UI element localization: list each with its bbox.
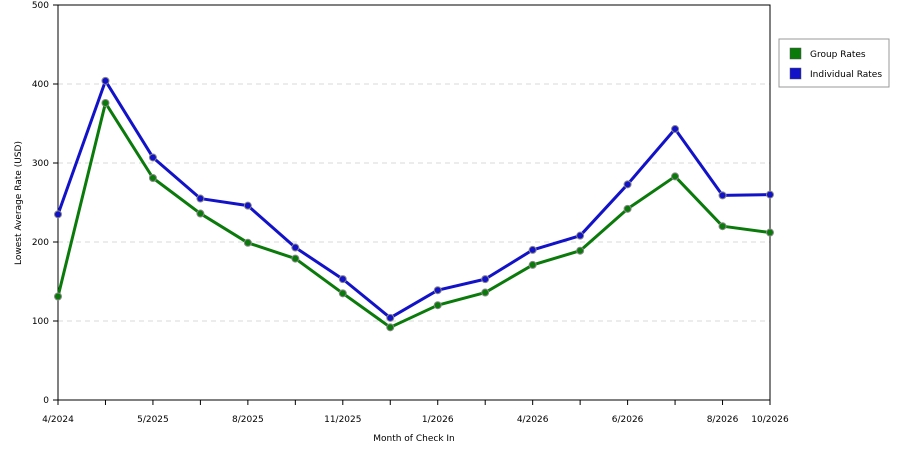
group-rates-point — [54, 292, 62, 301]
group-rates-point — [243, 238, 252, 247]
individual-rates-point — [671, 125, 680, 134]
individual-rates-legend-label: Individual Rates — [810, 70, 882, 80]
x-tick-label: 11/2025 — [324, 415, 361, 425]
group-rates-point — [766, 228, 774, 237]
gridlines — [58, 83, 770, 322]
individual-rates-point — [576, 231, 585, 240]
individual-rates-point — [766, 190, 774, 199]
y-tick-label: 0 — [43, 396, 49, 406]
individual-rates-point — [196, 194, 205, 203]
axes: 0 100 200 300 400 500 4/2024 5/2025 8/2025 11/202… — [32, 1, 789, 425]
x-axis-title: Month of Check In — [373, 434, 455, 444]
y-tick-label: 500 — [32, 1, 49, 11]
y-axis-title: Lowest Average Rate (USD) — [14, 141, 24, 265]
group-rates-line — [56, 101, 771, 329]
individual-rates-point — [433, 286, 442, 295]
individual-rates-point — [54, 210, 62, 219]
individual-rates-point — [481, 275, 490, 284]
individual-rates-point — [101, 76, 110, 85]
group-rates-point — [481, 288, 490, 297]
y-tick-label: 400 — [32, 80, 49, 90]
individual-rates-legend-swatch — [789, 67, 802, 80]
individual-rates-point — [386, 313, 395, 322]
x-tick-label: 5/2025 — [137, 415, 169, 425]
individual-rates-point — [148, 153, 157, 162]
individual-rates-point — [528, 245, 537, 254]
y-tick-label: 300 — [32, 159, 49, 169]
individual-rates-point — [243, 201, 252, 210]
individual-rates-series — [54, 76, 774, 322]
group-rates-legend-swatch — [789, 47, 802, 60]
individual-rates-point — [338, 275, 347, 284]
group-rates-point — [528, 260, 537, 269]
x-tick-label: 6/2026 — [612, 415, 644, 425]
group-rates-point — [433, 301, 442, 310]
group-rates-series — [54, 98, 774, 332]
group-rates-point — [386, 323, 395, 332]
group-rates-point — [148, 174, 157, 183]
series — [54, 76, 774, 332]
group-rates-point — [338, 289, 347, 298]
individual-rates-line — [56, 79, 771, 320]
x-tick-label: 8/2026 — [707, 415, 739, 425]
x-tick-label: 4/2026 — [517, 415, 549, 425]
legend: Group Rates Individual Rates — [778, 38, 890, 88]
x-tick-label: 8/2025 — [232, 415, 264, 425]
group-rates-point — [101, 98, 110, 107]
individual-rates-point — [623, 180, 632, 189]
x-tick-label: 10/2026 — [751, 415, 789, 425]
group-rates-point — [291, 254, 300, 263]
group-rates-point — [623, 204, 632, 213]
group-rates-point — [576, 246, 585, 255]
x-tick-label: 4/2024 — [42, 415, 74, 425]
plot-frame — [57, 4, 771, 401]
x-tick-label: 1/2026 — [422, 415, 454, 425]
group-rates-point — [718, 222, 727, 231]
group-rates-point — [671, 172, 680, 181]
group-rates-legend-label: Group Rates — [810, 50, 866, 60]
y-tick-label: 100 — [32, 317, 49, 327]
individual-rates-point — [718, 191, 727, 200]
y-tick-label: 200 — [32, 238, 49, 248]
individual-rates-point — [291, 243, 300, 252]
group-rates-point — [196, 209, 205, 218]
